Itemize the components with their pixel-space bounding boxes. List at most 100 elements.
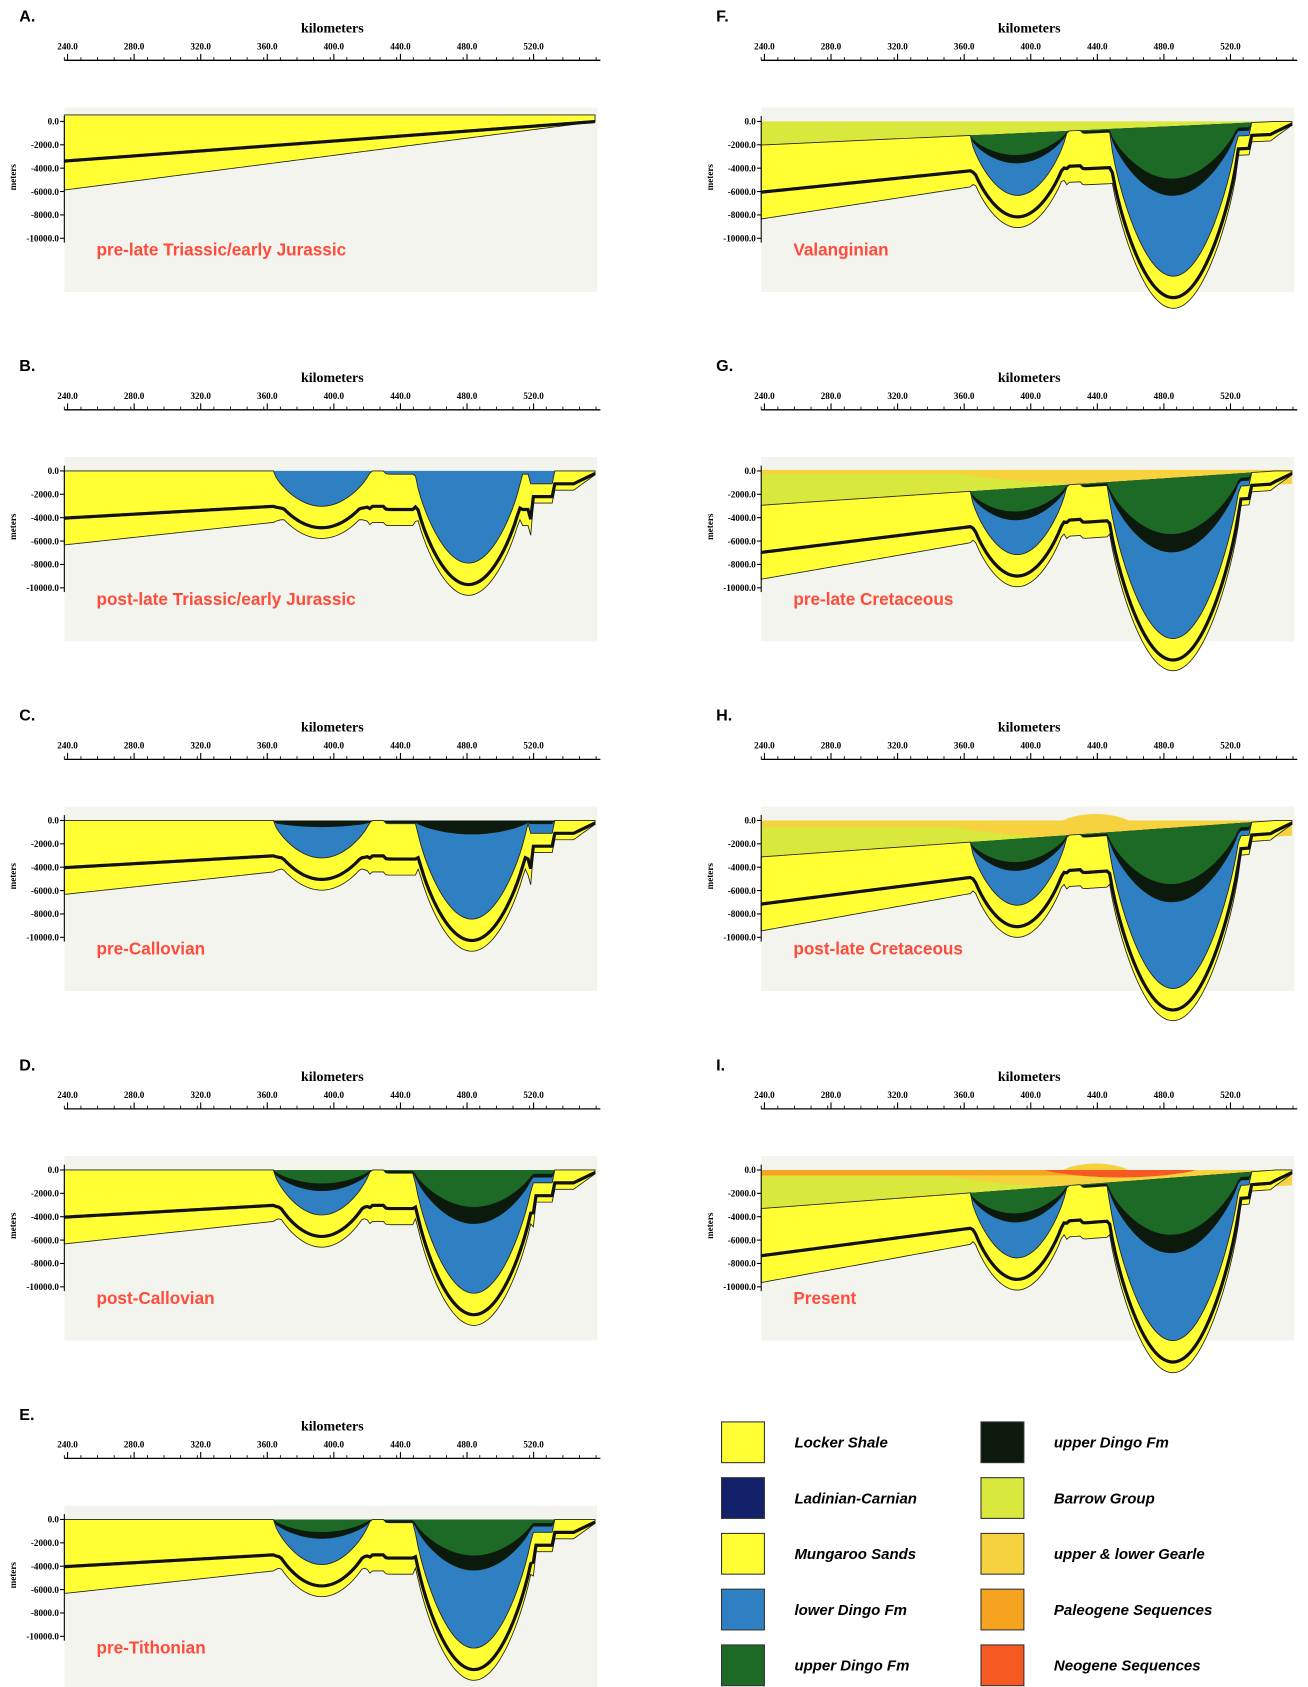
y-tick-label: -2000.0 xyxy=(31,490,60,500)
legend-swatch xyxy=(980,1644,1025,1687)
x-axis-title: kilometers xyxy=(301,1419,364,1434)
x-axis-title: kilometers xyxy=(998,1070,1061,1085)
y-tick-label: 0.0 xyxy=(744,816,756,826)
x-tick-label: 440.0 xyxy=(390,1440,411,1450)
upper-dingo-green xyxy=(761,121,1292,179)
legend-label: upper Dingo Fm xyxy=(1054,1435,1169,1452)
y-tick-label: -6000.0 xyxy=(31,536,60,546)
y-axis-title: meters xyxy=(705,863,715,890)
panel: G. kilometers 240.0 280.0 320.0 360.0 400.0 440… xyxy=(705,357,1298,672)
stage-label: pre-Callovian xyxy=(96,938,205,958)
x-tick-label: 360.0 xyxy=(257,42,278,52)
x-tick-label: 320.0 xyxy=(190,741,211,751)
x-tick-label: 400.0 xyxy=(324,391,345,401)
y-axis-title: meters xyxy=(705,513,715,540)
x-tick-label: 520.0 xyxy=(1220,1090,1241,1100)
panel: E. kilometers 240.0 280.0 320.0 360.0 400.0 440… xyxy=(8,1406,601,1687)
x-tick-label: 320.0 xyxy=(190,42,211,52)
y-tick-label: -10000.0 xyxy=(723,583,756,593)
legend-swatch xyxy=(721,1421,765,1464)
x-tick-label: 240.0 xyxy=(754,42,775,52)
horizon-line xyxy=(64,119,596,163)
stage-label: post-late Cretaceous xyxy=(793,938,963,958)
y-tick-label: -2000.0 xyxy=(31,1538,60,1548)
panel-letter: B. xyxy=(19,357,35,375)
y-tick-label: -10000.0 xyxy=(723,933,756,943)
x-tick-label: 240.0 xyxy=(57,1440,78,1450)
x-tick-label: 240.0 xyxy=(57,1090,78,1100)
y-tick-label: -4000.0 xyxy=(728,1212,757,1222)
x-tick-label: 280.0 xyxy=(124,1440,145,1450)
x-axis-title: kilometers xyxy=(301,21,364,36)
x-tick-label: 240.0 xyxy=(754,1090,775,1100)
upper-dingo-green xyxy=(761,1169,1292,1235)
y-tick-label: 0.0 xyxy=(48,1165,60,1175)
x-tick-label: 520.0 xyxy=(1220,42,1241,52)
x-tick-label: 520.0 xyxy=(523,391,544,401)
x-tick-label: 400.0 xyxy=(324,42,345,52)
y-axis-title: meters xyxy=(8,863,18,890)
x-axis-title: kilometers xyxy=(301,371,364,386)
lower-dingo xyxy=(64,470,596,564)
y-tick-label: -4000.0 xyxy=(31,513,60,523)
y-tick-label: -8000.0 xyxy=(728,560,757,570)
y-tick-label: -4000.0 xyxy=(728,163,757,173)
y-axis-title: meters xyxy=(8,513,18,540)
y-tick-label: 0.0 xyxy=(48,1515,60,1525)
x-axis-title: kilometers xyxy=(998,21,1061,36)
y-tick-label: -10000.0 xyxy=(26,233,59,243)
x-tick-label: 360.0 xyxy=(257,1440,278,1450)
y-tick-label: -6000.0 xyxy=(728,1235,757,1245)
y-tick-label: -4000.0 xyxy=(31,1561,60,1571)
y-tick-label: -10000.0 xyxy=(26,1632,59,1642)
x-axis-title: kilometers xyxy=(998,371,1061,386)
x-tick-label: 280.0 xyxy=(124,42,145,52)
y-tick-label: 0.0 xyxy=(744,117,756,127)
stage-label: post-late Triassic/early Jurassic xyxy=(96,589,356,609)
y-tick-label: -4000.0 xyxy=(31,163,60,173)
x-tick-label: 440.0 xyxy=(1087,42,1108,52)
y-axis-title: meters xyxy=(705,164,715,191)
x-tick-label: 480.0 xyxy=(1154,42,1175,52)
y-axis-title: meters xyxy=(705,1212,715,1239)
legend-swatch xyxy=(721,1644,765,1687)
x-tick-label: 280.0 xyxy=(821,42,842,52)
x-tick-label: 400.0 xyxy=(324,741,345,751)
y-axis-title: meters xyxy=(8,1212,18,1239)
y-tick-label: -10000.0 xyxy=(723,233,756,243)
y-tick-label: -2000.0 xyxy=(728,839,757,849)
x-tick-label: 360.0 xyxy=(257,1090,278,1100)
y-tick-label: -10000.0 xyxy=(723,1282,756,1292)
y-tick-label: 0.0 xyxy=(744,1165,756,1175)
y-tick-label: 0.0 xyxy=(48,117,60,127)
panel: A. kilometers 240.0 280.0 320.0 360.0 400.0 440… xyxy=(8,8,601,292)
stage-label: pre-late Cretaceous xyxy=(793,589,953,609)
upper-dingo-black xyxy=(64,820,596,835)
horizon-line xyxy=(64,1520,596,1672)
y-tick-label: -4000.0 xyxy=(31,1212,60,1222)
x-tick-label: 240.0 xyxy=(57,741,78,751)
x-tick-label: 320.0 xyxy=(190,1090,211,1100)
x-axis-title: kilometers xyxy=(301,1070,364,1085)
upper-dingo-green xyxy=(761,470,1292,535)
y-tick-label: -2000.0 xyxy=(31,839,60,849)
legend-swatch xyxy=(980,1477,1025,1519)
x-tick-label: 360.0 xyxy=(257,391,278,401)
y-tick-label: -2000.0 xyxy=(728,490,757,500)
legend-swatch xyxy=(980,1532,1025,1575)
panel-letter: E. xyxy=(19,1406,34,1424)
y-tick-label: -2000.0 xyxy=(728,140,757,150)
x-tick-label: 480.0 xyxy=(1154,741,1175,751)
legend-label: Paleogene Sequences xyxy=(1054,1602,1212,1619)
legend-swatch xyxy=(721,1477,765,1519)
y-tick-label: -8000.0 xyxy=(728,210,757,220)
x-tick-label: 320.0 xyxy=(887,741,908,751)
x-tick-label: 480.0 xyxy=(457,741,478,751)
x-tick-label: 280.0 xyxy=(821,391,842,401)
x-tick-label: 240.0 xyxy=(754,391,775,401)
x-tick-label: 480.0 xyxy=(1154,391,1175,401)
legend-label: Neogene Sequences xyxy=(1054,1658,1201,1675)
panel: F. kilometers 240.0 280.0 320.0 360.0 400.0 440… xyxy=(705,8,1298,309)
x-tick-label: 480.0 xyxy=(1154,1090,1175,1100)
